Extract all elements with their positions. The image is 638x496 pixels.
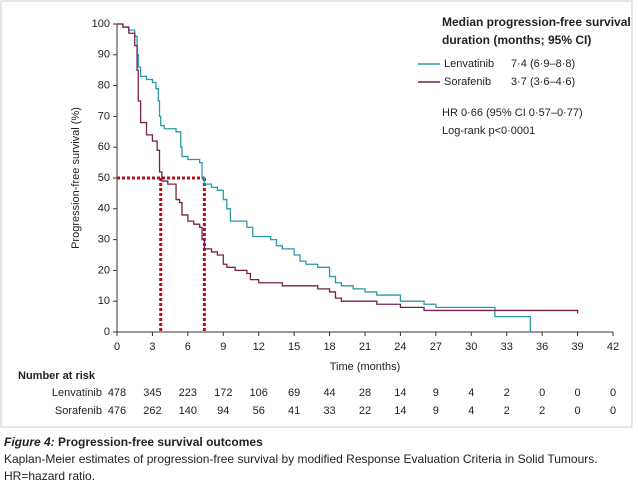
at-risk-value: 94 — [217, 405, 229, 417]
at-risk-value: 0 — [539, 387, 545, 399]
legend-title: Median progression-free survival — [442, 15, 631, 29]
y-tick-label: 60 — [98, 141, 110, 153]
at-risk-value: 106 — [250, 387, 268, 399]
legend-value: 3·7 (3·6–4·6) — [511, 76, 575, 88]
at-risk-value: 2 — [504, 387, 510, 399]
at-risk-value: 478 — [108, 387, 126, 399]
at-risk-value: 476 — [108, 405, 126, 417]
x-tick-label: 18 — [323, 341, 335, 353]
y-tick-label: 0 — [104, 326, 110, 338]
y-tick-label: 90 — [98, 49, 110, 61]
at-risk-name: Lenvatinib — [52, 387, 102, 399]
at-risk-value: 345 — [143, 387, 161, 399]
legend-title: duration (months; 95% CI) — [442, 33, 591, 47]
at-risk-value: 140 — [179, 405, 197, 417]
y-tick-label: 40 — [98, 203, 110, 215]
x-tick-label: 6 — [185, 341, 191, 353]
at-risk-value: 2 — [504, 405, 510, 417]
at-risk-value: 14 — [394, 405, 406, 417]
y-tick-label: 20 — [98, 264, 110, 276]
at-risk-value: 33 — [323, 405, 335, 417]
legend-value: 7·4 (6·9–8·8) — [511, 58, 575, 70]
x-tick-label: 33 — [501, 341, 513, 353]
at-risk-value: 0 — [610, 387, 616, 399]
caption-title: Progression-free survival outcomes — [58, 435, 263, 449]
at-risk-value: 28 — [359, 387, 371, 399]
x-tick-label: 36 — [536, 341, 548, 353]
at-risk-value: 9 — [433, 405, 439, 417]
caption-text: Kaplan-Meier estimates of progression-fr… — [4, 452, 598, 483]
at-risk-name: Sorafenib — [55, 405, 102, 417]
x-tick-label: 30 — [465, 341, 477, 353]
x-tick-label: 39 — [571, 341, 583, 353]
at-risk-value: 9 — [433, 387, 439, 399]
x-tick-label: 3 — [149, 341, 155, 353]
frame — [0, 0, 633, 428]
y-tick-label: 80 — [98, 80, 110, 92]
y-tick-label: 50 — [98, 172, 110, 184]
legend-label: Sorafenib — [444, 76, 491, 88]
chart: Progression-free survival (%) Time (mont… — [0, 0, 633, 428]
legend-label: Lenvatinib — [444, 58, 494, 70]
caption-label: Figure 4: — [4, 435, 55, 449]
at-risk-value: 223 — [179, 387, 197, 399]
at-risk-value: 4 — [468, 387, 474, 399]
y-tick-label: 30 — [98, 234, 110, 246]
caption: Figure 4: Progression-free survival outc… — [4, 434, 634, 485]
x-tick-label: 21 — [359, 341, 371, 353]
at-risk-value: 14 — [394, 387, 406, 399]
at-risk-value: 41 — [288, 405, 300, 417]
x-tick-label: 24 — [394, 341, 406, 353]
x-tick-label: 42 — [607, 341, 619, 353]
at-risk-value: 0 — [575, 387, 581, 399]
at-risk-value: 0 — [575, 405, 581, 417]
x-tick-label: 15 — [288, 341, 300, 353]
x-tick-label: 9 — [220, 341, 226, 353]
at-risk-title: Number at risk — [18, 370, 96, 382]
at-risk-value: 56 — [253, 405, 265, 417]
x-tick-label: 0 — [114, 341, 120, 353]
y-tick-label: 10 — [98, 295, 110, 307]
survival-curve — [117, 23, 579, 314]
at-risk-value: 172 — [214, 387, 232, 399]
at-risk-value: 44 — [323, 387, 335, 399]
y-tick-label: 70 — [98, 110, 110, 122]
y-axis-label: Progression-free survival (%) — [70, 107, 82, 249]
at-risk-value: 4 — [468, 405, 474, 417]
y-tick-label: 100 — [92, 18, 110, 30]
x-axis-label: Time (months) — [330, 361, 401, 373]
at-risk-value: 2 — [539, 405, 545, 417]
at-risk-value: 262 — [143, 405, 161, 417]
at-risk-value: 69 — [288, 387, 300, 399]
at-risk-value: 22 — [359, 405, 371, 417]
annotation: Log-rank p<0·0001 — [442, 125, 535, 137]
survival-curve — [117, 23, 531, 332]
x-tick-label: 27 — [430, 341, 442, 353]
annotation: HR 0·66 (95% CI 0·57–0·77) — [442, 107, 583, 119]
x-tick-label: 12 — [253, 341, 265, 353]
at-risk-value: 0 — [610, 405, 616, 417]
